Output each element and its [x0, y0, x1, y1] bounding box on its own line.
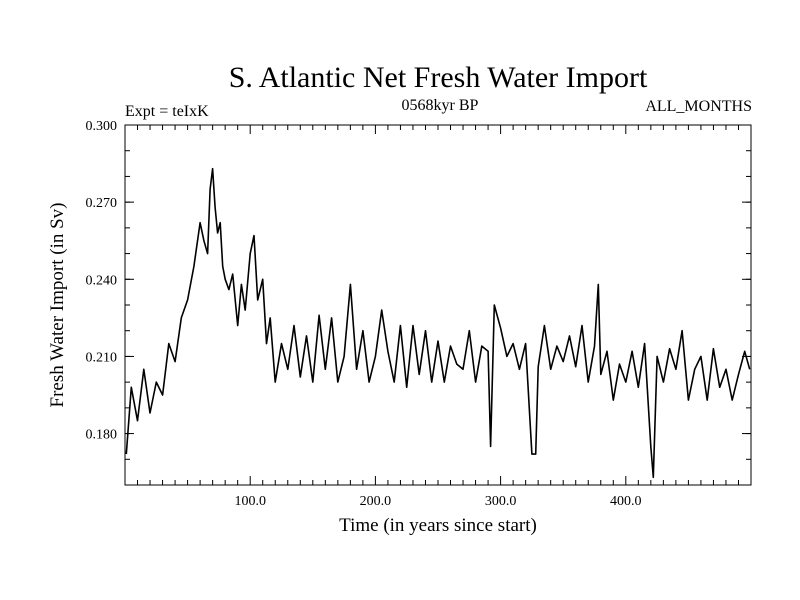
y-tick-label: 0.240	[86, 273, 118, 288]
experiment-label: Expt = teIxK	[125, 103, 209, 120]
x-tick-label: 100.0	[234, 494, 266, 509]
x-axis: 100.0 200.0 300.0 400.0	[137, 125, 739, 509]
series-layer	[125, 167, 751, 479]
chart-title: S. Atlantic Net Fresh Water Import	[229, 61, 648, 94]
y-tick-label: 0.180	[86, 428, 118, 443]
x-tick-label: 400.0	[610, 494, 642, 509]
x-tick-label: 200.0	[360, 494, 392, 509]
y-tick-label: 0.270	[86, 196, 118, 211]
y-axis-label: Fresh Water Import (in Sv)	[47, 203, 68, 408]
y-tick-label: 0.210	[86, 350, 118, 365]
months-label: ALL_MONTHS	[645, 98, 752, 115]
y-tick-label: 0.300	[86, 119, 118, 134]
plot-area	[124, 124, 752, 486]
x-axis-label: Time (in years since start)	[339, 515, 537, 536]
series-line	[125, 167, 751, 479]
x-tick-label: 300.0	[485, 494, 517, 509]
period-label: 0568kyr BP	[402, 97, 479, 114]
plot-frame	[124, 124, 752, 486]
y-axis: 0.180 0.210 0.240 0.270 0.300	[86, 119, 751, 486]
